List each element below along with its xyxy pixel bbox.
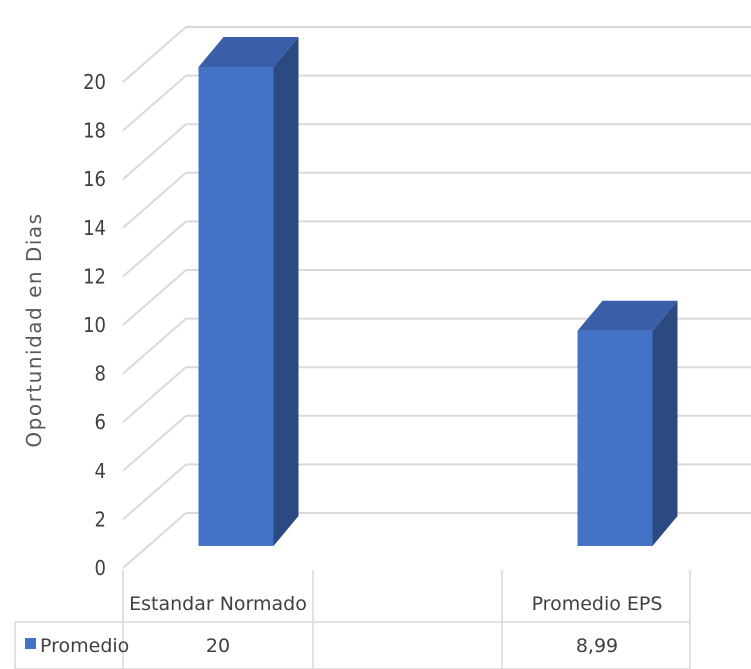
bar-top: [577, 300, 678, 331]
data-table: Estandar Normado Promedio EPS Promedio 20 8,…: [14, 570, 691, 669]
category-label: Estandar Normado: [129, 593, 307, 615]
gridline-side: [122, 26, 187, 83]
y-tick-label: 4: [95, 459, 106, 483]
y-tick-label: 2: [95, 507, 106, 531]
gridline-side: [122, 463, 187, 521]
y-tick-label: 8: [95, 362, 106, 386]
bar-side: [273, 37, 299, 546]
gridline-side: [122, 74, 187, 132]
y-tick-label: 16: [83, 167, 106, 191]
y-tick-label: 12: [83, 264, 106, 288]
bars: [198, 37, 678, 546]
category-label: Promedio EPS: [532, 593, 663, 615]
gridline-side: [122, 220, 187, 278]
bar-side: [652, 300, 678, 546]
gridline-side: [122, 317, 187, 375]
y-tick-label: 10: [83, 313, 106, 337]
legend-key: [25, 638, 36, 649]
y-tick-label: 18: [83, 119, 106, 143]
gridline-side: [122, 269, 187, 326]
gridline-side: [122, 415, 187, 472]
y-tick-label: 6: [95, 410, 106, 434]
bar-front: [198, 67, 274, 546]
bar-front: [577, 330, 653, 546]
y-tick-label: 0: [95, 556, 106, 580]
y-axis-ticks: 0 2 4 6 8 10 12 14 16 18 20: [83, 70, 106, 580]
data-value: 20: [206, 635, 230, 657]
bar-top: [198, 37, 299, 67]
series-name: Promedio: [40, 635, 129, 657]
gridline-side: [122, 172, 187, 229]
gridline-side: [122, 123, 187, 180]
y-tick-label: 20: [83, 70, 106, 94]
y-tick-label: 14: [83, 216, 106, 240]
bar-2: [577, 300, 678, 546]
y-axis-label: Oportunidad en Dias: [22, 212, 46, 447]
gridline-side: [122, 512, 187, 569]
bar-1: [198, 37, 299, 546]
data-value: 8,99: [576, 635, 618, 657]
gridline-side: [122, 366, 187, 423]
